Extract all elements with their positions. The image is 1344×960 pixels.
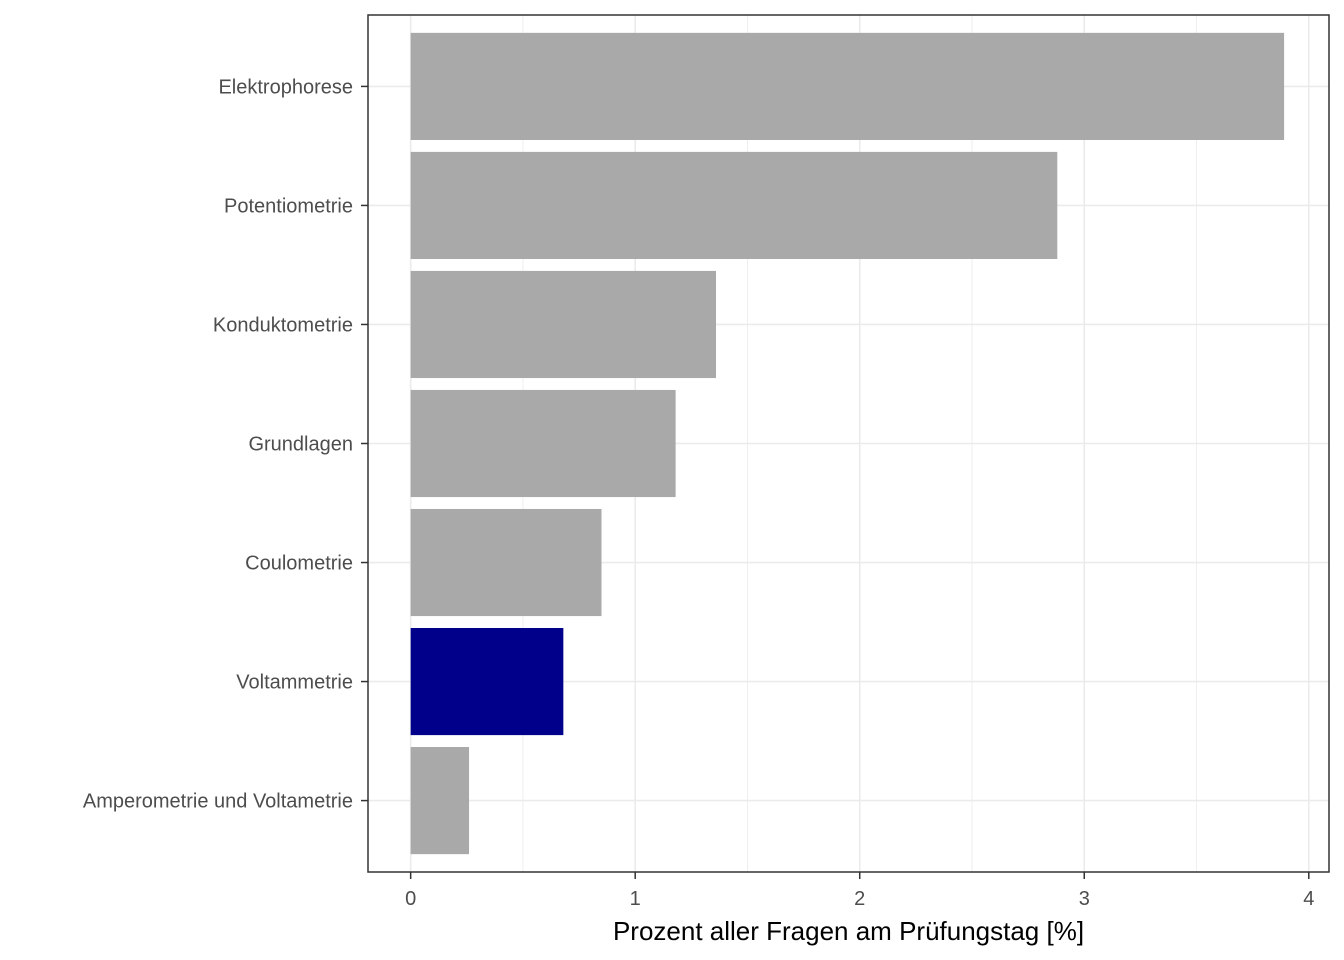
- y-tick-label: Amperometrie und Voltametrie: [83, 791, 353, 813]
- x-tick-label: 0: [405, 888, 416, 910]
- bar-grundlagen: [410, 389, 676, 498]
- bar-amperometrie-und-voltametrie: [410, 747, 470, 855]
- y-tick-label: Potentiometrie: [224, 195, 353, 217]
- x-tick-label: 2: [854, 888, 865, 910]
- x-axis-title: Prozent aller Fragen am Prüfungstag [%]: [613, 916, 1084, 946]
- bar-coulometrie: [410, 508, 602, 617]
- bar-voltammetrie: [410, 627, 564, 736]
- x-tick-label: 3: [1079, 888, 1090, 910]
- bar-elektrophorese: [410, 32, 1285, 140]
- x-tick-label: 4: [1303, 888, 1314, 910]
- bars: [410, 32, 1285, 855]
- bar-potentiometrie: [410, 151, 1058, 260]
- bar-konduktometrie: [410, 270, 717, 379]
- x-tick-label: 1: [630, 888, 641, 910]
- y-tick-label: Voltammetrie: [236, 672, 353, 694]
- y-tick-label: Coulometrie: [245, 553, 353, 575]
- x-axis: 0 1 2 3 4: [405, 872, 1314, 910]
- y-tick-label: Grundlagen: [248, 434, 353, 456]
- y-tick-label: Konduktometrie: [213, 314, 353, 336]
- y-tick-label: Elektrophorese: [218, 76, 353, 98]
- y-axis: Elektrophorese Potentiometrie Konduktometr…: [83, 76, 368, 813]
